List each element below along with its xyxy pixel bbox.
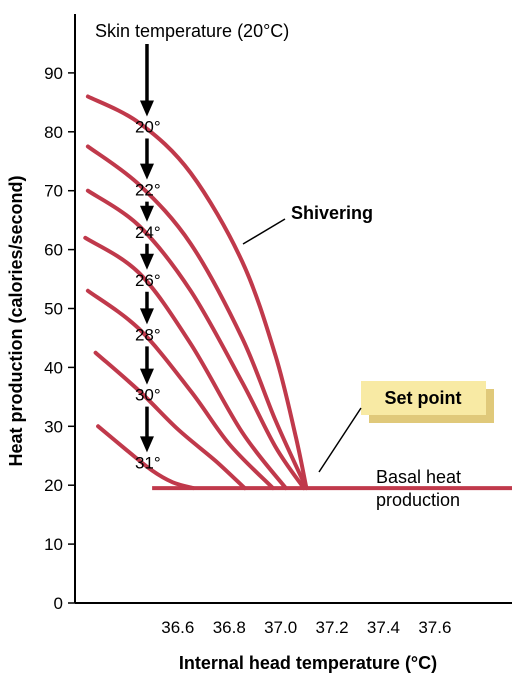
arrow-head xyxy=(139,163,154,180)
set-point-label: Set point xyxy=(385,388,462,408)
x-tick-label: 36.8 xyxy=(213,618,246,637)
skin-temperature-arrows xyxy=(139,44,154,453)
x-tick-label: 37.0 xyxy=(264,618,297,637)
x-tick-label: 36.6 xyxy=(161,618,194,637)
basal-heat-label-line2: production xyxy=(376,490,460,510)
curve-3 xyxy=(85,188,306,491)
x-tick-label: 37.4 xyxy=(367,618,400,637)
curve-labels: 20° 22° 24° 26° 28° 30° 31° xyxy=(135,117,161,472)
arrow-head xyxy=(139,205,154,222)
y-tick-label: 60 xyxy=(44,241,63,260)
y-tick-label: 40 xyxy=(44,358,63,377)
curve-4 xyxy=(83,235,288,491)
curves xyxy=(83,94,512,491)
arrow-head xyxy=(139,308,154,325)
curve-1 xyxy=(85,94,309,491)
skin-temp-label: 22° xyxy=(135,181,161,200)
skin-temp-label: 30° xyxy=(135,386,161,405)
set-point-leader xyxy=(318,407,362,473)
skin-temp-label: 31° xyxy=(135,453,161,472)
y-tick-label: 20 xyxy=(44,476,63,495)
y-tick-label: 80 xyxy=(44,123,63,142)
basal-heat-label-line1: Basal heat xyxy=(376,467,461,487)
set-point-box xyxy=(361,381,486,415)
skin-temp-label: 20° xyxy=(135,117,161,136)
skin-temp-label: 26° xyxy=(135,271,161,290)
arrow-head xyxy=(139,253,154,270)
arrow-head xyxy=(139,436,154,453)
y-tick-label: 10 xyxy=(44,535,63,554)
skin-temp-label: 24° xyxy=(135,223,161,242)
curve-5 xyxy=(85,288,275,491)
y-tick-label: 90 xyxy=(44,64,63,83)
y-axis-label: Heat production (calories/second) xyxy=(6,175,26,466)
curve-6 xyxy=(93,350,247,491)
skin-temperature-annotation: Skin temperature (20°C) xyxy=(95,21,289,41)
curve-7 xyxy=(96,424,196,491)
arrow-head xyxy=(139,368,154,385)
axes: 0 10 20 30 40 50 60 70 80 90 36.6 36.8 37.0 37.2 37.4 3… xyxy=(44,14,512,637)
y-tick-label: 70 xyxy=(44,182,63,201)
curve-2 xyxy=(85,144,309,491)
x-tick-label: 37.2 xyxy=(316,618,349,637)
y-tick-label: 30 xyxy=(44,417,63,436)
y-tick-label: 0 xyxy=(54,594,63,613)
x-tick-label: 37.6 xyxy=(418,618,451,637)
shivering-leader xyxy=(242,218,286,245)
y-tick-label: 50 xyxy=(44,300,63,319)
x-axis-label: Internal head temperature (°C) xyxy=(179,653,437,673)
skin-temp-label: 28° xyxy=(135,325,161,344)
arrow-head xyxy=(139,100,154,117)
shivering-annotation: Shivering xyxy=(291,203,373,223)
